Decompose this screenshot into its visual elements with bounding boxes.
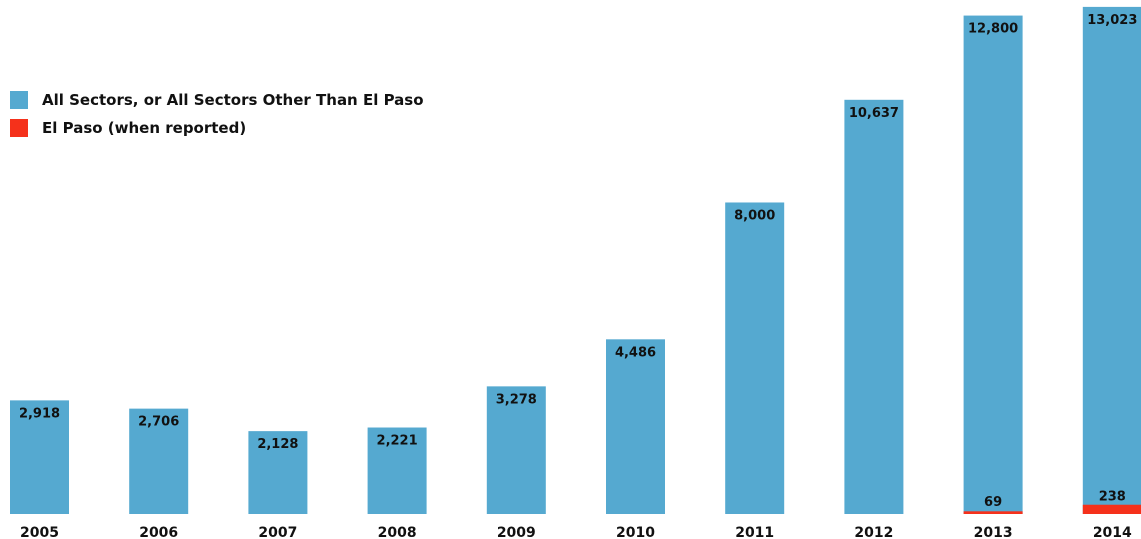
bar-el-paso-2013	[963, 511, 1023, 514]
x-tick-label-2006: 2006	[139, 525, 178, 539]
x-axis-tick-labels: 2005 2006 2007 2008 2009 2010 2011 2012 2013 2014	[20, 525, 1132, 539]
value-label-all-sectors-2007: 2,128	[257, 437, 298, 452]
x-tick-label-2012: 2012	[854, 525, 893, 539]
bar-all-sectors-2008	[367, 427, 427, 514]
x-tick-label-2005: 2005	[20, 525, 59, 539]
value-label-el-paso-2013: 69	[984, 495, 1002, 510]
value-label-all-sectors-2014: 13,023	[1087, 13, 1137, 28]
bar-all-sectors-2010	[606, 339, 665, 514]
value-label-all-sectors-2013: 12,800	[968, 22, 1018, 37]
bar-all-sectors-2014	[1082, 6, 1141, 514]
x-tick-label-2010: 2010	[616, 525, 655, 539]
legend-item-all-sectors: All Sectors, or All Sectors Other Than E…	[10, 88, 424, 112]
x-tick-label-2009: 2009	[497, 525, 536, 539]
bar-all-sectors-2011	[725, 202, 785, 514]
value-label-all-sectors-2006: 2,706	[138, 415, 179, 430]
legend-item-el-paso: El Paso (when reported)	[10, 116, 424, 140]
value-labels-layer: 2,918 2,706 2,128 2,221 3,278 4,486 8,000 10,63…	[19, 13, 1137, 510]
x-tick-label-2011: 2011	[735, 525, 774, 539]
bar-all-sectors-2009	[486, 386, 546, 514]
bar-el-paso-2014	[1082, 504, 1141, 514]
legend-label-el-paso: El Paso (when reported)	[42, 119, 247, 137]
legend-swatch-el-paso	[10, 119, 28, 137]
x-tick-label-2014: 2014	[1093, 525, 1132, 539]
value-label-all-sectors-2012: 10,637	[849, 106, 899, 121]
bar-all-sectors-2013	[963, 15, 1023, 515]
x-tick-label-2013: 2013	[974, 525, 1013, 539]
legend: All Sectors, or All Sectors Other Than E…	[10, 88, 424, 144]
value-label-all-sectors-2008: 2,221	[377, 434, 418, 449]
bar-all-sectors-2012	[844, 99, 904, 514]
value-label-all-sectors-2005: 2,918	[19, 406, 60, 421]
legend-label-all-sectors: All Sectors, or All Sectors Other Than E…	[42, 91, 424, 109]
x-tick-label-2008: 2008	[378, 525, 417, 539]
bar-all-sectors-2005	[10, 400, 69, 514]
bar-all-sectors-2006	[129, 408, 189, 514]
value-label-el-paso-2014: 238	[1099, 490, 1126, 505]
value-label-all-sectors-2011: 8,000	[734, 208, 775, 223]
value-label-all-sectors-2009: 3,278	[496, 392, 537, 407]
value-label-all-sectors-2010: 4,486	[615, 345, 656, 360]
bars-layer	[10, 6, 1141, 515]
legend-swatch-all-sectors	[10, 91, 28, 109]
x-tick-label-2007: 2007	[258, 525, 297, 539]
bar-all-sectors-2007	[248, 431, 308, 514]
